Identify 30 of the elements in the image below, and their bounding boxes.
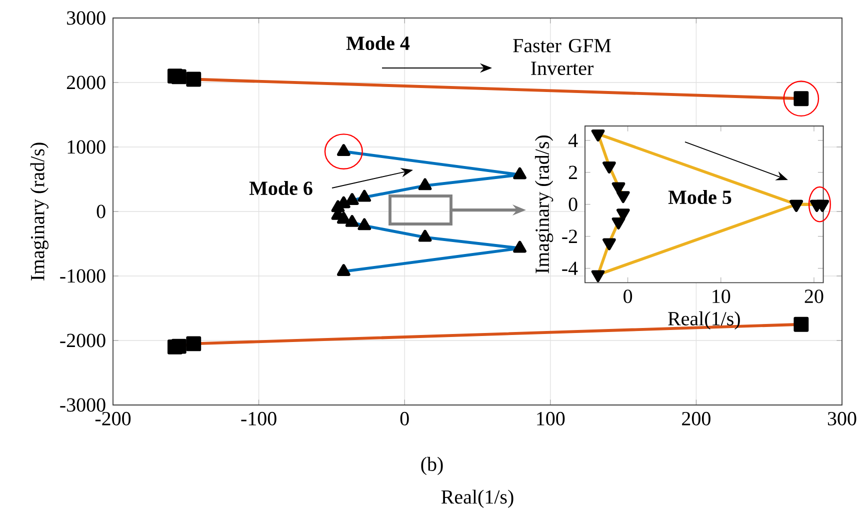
y-tick-label: 4 (568, 134, 578, 147)
y-tick-label: 2000 (66, 76, 106, 90)
y-axis-title: Imaginary (rad/s) (534, 136, 554, 274)
x-tick-label: -100 (241, 412, 276, 426)
y-tick-label: 0 (568, 198, 578, 212)
x-tick-label: 0 (400, 412, 409, 426)
x-tick-label: -200 (95, 412, 131, 426)
x-tick-label: 20 (804, 290, 824, 304)
y-tick-label: -2000 (60, 334, 106, 348)
x-tick-label: 100 (537, 412, 565, 426)
y-tick-label: 2 (568, 166, 577, 179)
x-tick-label: 0 (624, 290, 632, 304)
annotation: Mode 4 (346, 36, 410, 50)
x-tick-label: 200 (682, 412, 710, 426)
x-tick-label: 300 (828, 412, 856, 426)
y-tick-label: 3000 (67, 11, 106, 25)
annotation: Faster GFM Inverter (513, 38, 611, 76)
annotation: Mode 5 (668, 190, 732, 204)
y-axis-title: Imaginary (rad/s) (30, 142, 48, 280)
y-tick-label: 1000 (68, 140, 106, 154)
y-tick-label: -2 (562, 230, 577, 243)
x-tick-label: 10 (712, 290, 730, 304)
annotation: Mode 6 (249, 180, 312, 196)
y-tick-label: -1000 (60, 269, 106, 283)
y-tick-label: -4 (562, 262, 578, 275)
x-axis-title: Real(1/s) (441, 490, 514, 508)
y-tick-label: -3000 (60, 398, 106, 412)
y-tick-label: 0 (96, 204, 106, 218)
x-axis-title: Real(1/s) (668, 311, 740, 330)
text: (b) (421, 456, 443, 476)
